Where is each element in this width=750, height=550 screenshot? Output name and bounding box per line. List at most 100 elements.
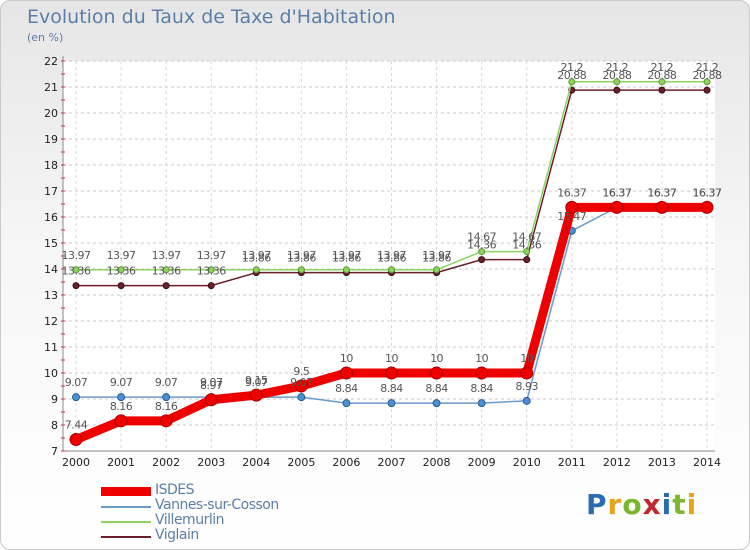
chart-title: Evolution du Taux de Taxe d'Habitation (27, 6, 396, 28)
data-point (117, 393, 126, 402)
data-point (252, 266, 260, 274)
data-point (658, 86, 666, 94)
data-label: 14.67 (512, 231, 541, 244)
axes: 7 8 9 10 11 12 13 14 15 16 17 18 19 20 21 22 2000 2001 200… (44, 55, 721, 469)
data-label: 8.84 (380, 382, 403, 395)
x-tick-label: 2014 (693, 456, 721, 469)
data-point (204, 393, 218, 407)
y-tick-label: 22 (44, 55, 58, 68)
series-layer (69, 78, 714, 447)
x-tick-label: 2011 (558, 456, 586, 469)
data-label: 9.07 (245, 376, 268, 389)
y-tick-label: 8 (51, 419, 58, 432)
y-tick-label: 17 (44, 185, 58, 198)
data-point (117, 266, 125, 274)
legend-swatch (101, 521, 151, 523)
line-chart: 7 8 9 10 11 12 13 14 15 16 17 18 19 20 21 22 2000 2001 200… (44, 55, 723, 469)
data-label: 9.07 (110, 376, 133, 389)
data-label: 8.84 (470, 382, 493, 395)
y-tick-label: 20 (44, 107, 58, 120)
data-label: 10 (385, 352, 398, 365)
x-tick-label: 2000 (62, 456, 90, 469)
data-point (478, 256, 486, 264)
legend-swatch (101, 536, 151, 538)
data-label: 13.36 (152, 265, 181, 278)
x-tick-label: 2002 (152, 456, 180, 469)
logo-letter: i (661, 488, 673, 521)
data-point (430, 366, 444, 380)
data-label: 13.97 (152, 249, 181, 262)
x-tick-label: 2004 (242, 456, 270, 469)
data-label: 9.07 (65, 376, 88, 389)
data-point (342, 266, 350, 274)
data-label: 9.5 (293, 365, 309, 378)
data-label: 13.36 (107, 265, 136, 278)
proxiti-logo: Proxiti (586, 488, 697, 521)
y-tick-label: 11 (44, 341, 58, 354)
data-point (69, 433, 83, 447)
data-point (613, 78, 621, 86)
data-label: 8.97 (200, 379, 223, 392)
data-point (613, 86, 621, 94)
x-tick-label: 2001 (107, 456, 135, 469)
y-tick-label: 13 (44, 289, 58, 302)
data-label: 9.07 (290, 376, 313, 389)
logo-letter: P (586, 488, 608, 521)
x-tick-label: 2006 (332, 456, 360, 469)
y-tick-label: 18 (44, 159, 58, 172)
data-label: 21.2 (651, 61, 674, 74)
legend-label: ISDES (155, 482, 195, 498)
x-tick-label: 2007 (378, 456, 406, 469)
x-tick-label: 2009 (468, 456, 496, 469)
data-point (565, 200, 579, 214)
legend-swatch (101, 506, 151, 508)
data-label: 21.2 (696, 61, 719, 74)
data-point (475, 366, 489, 380)
data-point (72, 393, 80, 402)
data-label: 13.86 (332, 252, 361, 265)
data-point (610, 200, 624, 214)
data-label: 9.07 (200, 376, 223, 389)
logo-letter: i (686, 488, 698, 521)
data-label: 16.37 (647, 186, 676, 199)
x-tick-label: 2013 (648, 456, 676, 469)
logo-letter: o (622, 488, 643, 521)
data-point (72, 282, 80, 290)
data-point (703, 78, 711, 86)
data-label: 20.88 (602, 69, 631, 82)
chart-unit: (en %) (27, 31, 64, 44)
x-tick-label: 2008 (423, 456, 451, 469)
data-label: 8.16 (155, 400, 178, 413)
data-point (655, 200, 669, 214)
data-point (339, 366, 353, 380)
data-label: 20.88 (557, 69, 586, 82)
grid (63, 60, 715, 452)
data-point (477, 399, 486, 408)
data-point (433, 266, 441, 274)
data-point (522, 396, 531, 405)
data-label: 13.36 (197, 265, 226, 278)
logo-letter: x (642, 488, 662, 521)
data-label: 16.37 (602, 186, 631, 199)
data-label: 7.44 (65, 419, 88, 432)
data-labels: 13.36 13.36 13.36 13.36 13.86 13.86 13.86 13.86… (62, 61, 723, 432)
data-label: 13.97 (377, 249, 406, 262)
legend-label: Villemurlin (155, 512, 224, 528)
data-point (114, 414, 128, 428)
data-label: 13.97 (287, 249, 316, 262)
y-tick-label: 19 (44, 133, 58, 146)
data-point (700, 200, 714, 214)
data-label: 13.97 (422, 249, 451, 262)
data-point (342, 399, 351, 408)
data-point (162, 282, 170, 290)
data-label: 8.16 (110, 400, 133, 413)
data-point (72, 266, 80, 274)
data-label: 10 (475, 352, 488, 365)
y-tick-label: 12 (44, 315, 58, 328)
data-point (297, 266, 305, 274)
data-label: 16.37 (602, 186, 631, 199)
data-label: 16.37 (647, 186, 676, 199)
data-label: 10 (430, 352, 443, 365)
data-point (297, 393, 306, 402)
